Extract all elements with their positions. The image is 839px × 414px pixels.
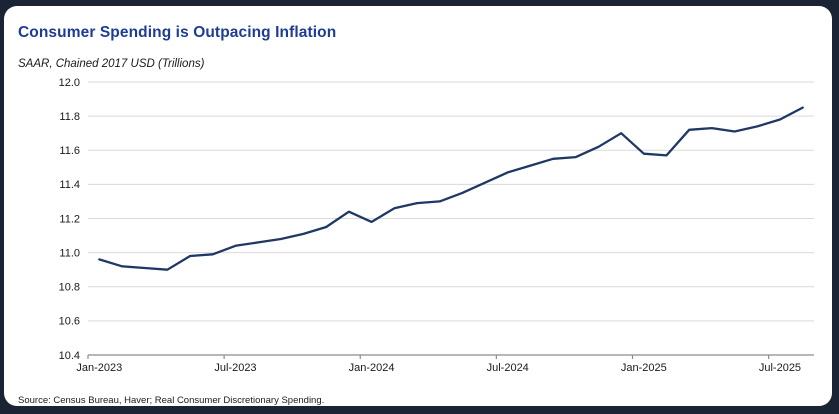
y-tick-label: 11.4 — [59, 179, 80, 191]
y-tick-label: 11.0 — [59, 247, 80, 259]
chart-card: Consumer Spending is Outpacing Inflation… — [4, 6, 832, 406]
y-tick-label: 11.2 — [59, 213, 80, 225]
x-tick-label: Jul-2024 — [487, 362, 529, 374]
spending-line — [98, 106, 804, 271]
chart-subtitle: SAAR, Chained 2017 USD (Trillions) — [18, 58, 205, 70]
chart-title: Consumer Spending is Outpacing Inflation — [18, 24, 337, 41]
y-tick-label: 11.8 — [59, 111, 80, 123]
y-tick-label: 11.6 — [59, 145, 80, 157]
source-note: Source: Census Bureau, Haver; Real Consu… — [18, 395, 325, 406]
x-tick-label: Jul-2025 — [759, 362, 801, 374]
x-tick-label: Jan-2023 — [76, 362, 122, 374]
x-tick-label: Jul-2023 — [214, 362, 256, 374]
y-tick-label: 10.4 — [59, 350, 80, 362]
y-tick-label: 10.8 — [59, 282, 80, 294]
x-tick-label: Jan-2025 — [621, 362, 667, 374]
y-tick-label: 12.0 — [59, 77, 80, 89]
x-tick-label: Jan-2024 — [349, 362, 395, 374]
y-tick-label: 10.6 — [59, 316, 80, 328]
